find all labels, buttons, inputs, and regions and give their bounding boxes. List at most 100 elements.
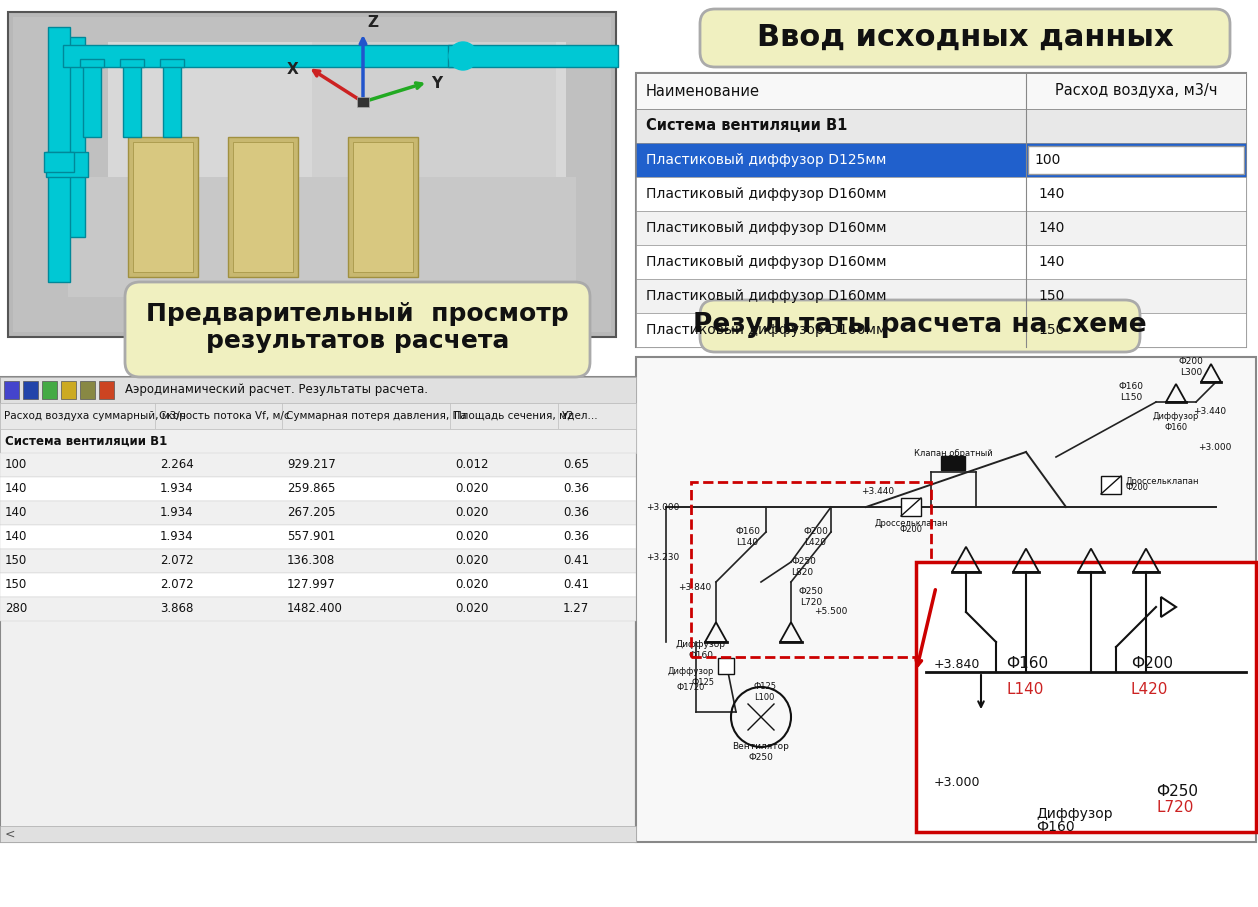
Text: 140: 140 (5, 483, 28, 495)
Bar (0, 403, 155, 429)
Text: Дроссельклапан: Дроссельклапан (1126, 477, 1199, 486)
Text: Z: Z (367, 15, 377, 30)
Text: Ф250
L720: Ф250 L720 (799, 588, 824, 607)
Text: +3.000: +3.000 (933, 775, 980, 788)
Text: L140: L140 (1006, 682, 1043, 697)
Text: 0.012: 0.012 (455, 459, 488, 472)
Text: +3.000: +3.000 (1198, 443, 1232, 452)
Bar (0, 477, 637, 501)
Text: Дроссельклапан: Дроссельклапан (874, 520, 947, 529)
Bar (23, 381, 38, 399)
Text: 100: 100 (1034, 153, 1060, 167)
Text: Аэродинамический расчет. Результаты расчета.: Аэродинамический расчет. Результаты расч… (125, 384, 428, 396)
Bar (81, 381, 96, 399)
Text: 0.36: 0.36 (564, 506, 589, 520)
Text: Ф160
L140: Ф160 L140 (736, 527, 761, 547)
Bar (0, 549, 637, 573)
Text: +3.000: +3.000 (647, 502, 679, 512)
Text: 3.868: 3.868 (160, 602, 194, 616)
Text: Пластиковый диффузор D125мм: Пластиковый диффузор D125мм (647, 153, 887, 167)
Text: 150: 150 (1038, 289, 1064, 303)
Text: Система вентиляции В1: Система вентиляции В1 (647, 119, 848, 133)
Bar (155, 403, 282, 429)
Circle shape (449, 42, 477, 70)
Bar (450, 403, 559, 429)
Text: 0.020: 0.020 (455, 554, 488, 568)
FancyBboxPatch shape (699, 300, 1140, 352)
Text: 557.901: 557.901 (287, 531, 336, 543)
Bar (637, 177, 1245, 211)
Text: 0.020: 0.020 (455, 579, 488, 591)
Bar (68, 177, 576, 297)
Bar (637, 73, 1245, 347)
Bar (0, 573, 637, 597)
Text: 0.41: 0.41 (564, 554, 589, 568)
Text: Ф160: Ф160 (1037, 820, 1074, 834)
Text: 0.020: 0.020 (455, 506, 488, 520)
Text: Пластиковый диффузор D160мм: Пластиковый диффузор D160мм (647, 323, 887, 337)
Bar (42, 381, 57, 399)
Bar (312, 42, 556, 287)
Text: 1.934: 1.934 (160, 531, 194, 543)
Text: L420: L420 (1131, 682, 1169, 697)
Text: Клапан обратный: Клапан обратный (913, 450, 993, 459)
Text: Ф200
L420: Ф200 L420 (804, 527, 829, 547)
Text: Диффузор
Ф160: Диффузор Ф160 (1152, 413, 1199, 432)
Bar (637, 211, 1245, 245)
Bar (81, 59, 104, 67)
Bar (0, 453, 637, 477)
Bar (353, 142, 413, 272)
Text: 0.020: 0.020 (455, 531, 488, 543)
Text: 1.934: 1.934 (160, 483, 194, 495)
Text: X: X (287, 62, 298, 76)
Bar (120, 59, 143, 67)
Text: Ф160: Ф160 (1006, 657, 1048, 671)
Text: Диффузор: Диффузор (1037, 807, 1112, 821)
Bar (48, 27, 70, 167)
Bar (47, 152, 88, 177)
Bar (637, 357, 1255, 842)
Bar (559, 403, 637, 429)
Bar (0, 525, 637, 549)
Text: 140: 140 (1038, 221, 1064, 235)
Text: 0.65: 0.65 (564, 459, 589, 472)
Text: Наименование: Наименование (647, 83, 760, 99)
Text: 0.020: 0.020 (455, 483, 488, 495)
Text: Суммарная потеря давления, Па: Суммарная потеря давления, Па (286, 411, 467, 421)
Text: 259.865: 259.865 (287, 483, 336, 495)
FancyBboxPatch shape (125, 282, 590, 377)
Bar (1101, 476, 1121, 494)
Text: 150: 150 (1038, 323, 1064, 337)
Bar (448, 45, 618, 67)
Bar (357, 97, 369, 107)
Text: +3.840: +3.840 (678, 582, 711, 591)
Bar (282, 403, 450, 429)
Text: +3.440: +3.440 (1193, 407, 1227, 416)
FancyBboxPatch shape (699, 9, 1230, 67)
Text: Ф200: Ф200 (899, 524, 922, 533)
Text: Ввод исходных данных: Ввод исходных данных (757, 23, 1174, 52)
Bar (233, 142, 293, 272)
Text: 1.27: 1.27 (564, 602, 589, 616)
Text: +3.440: +3.440 (860, 487, 894, 496)
Bar (48, 162, 70, 282)
Bar (637, 313, 1245, 347)
Text: Предварительный  просмотр
результатов расчета: Предварительный просмотр результатов рас… (146, 302, 569, 354)
Text: 2.264: 2.264 (160, 459, 194, 472)
Bar (637, 73, 1245, 109)
Text: Скорость потока Vf, м/с: Скорость потока Vf, м/с (159, 411, 289, 421)
Text: +5.500: +5.500 (814, 608, 848, 617)
Text: Диффузор
Ф160: Диффузор Ф160 (676, 640, 726, 659)
Text: 100: 100 (5, 459, 28, 472)
Bar (128, 137, 198, 277)
Bar (0, 429, 637, 453)
Bar (718, 658, 733, 674)
Bar (0, 501, 637, 525)
Bar (83, 62, 101, 137)
Text: Пластиковый диффузор D160мм: Пластиковый диффузор D160мм (647, 255, 887, 269)
Text: 140: 140 (1038, 255, 1064, 269)
Bar (637, 245, 1245, 279)
Text: 0.020: 0.020 (455, 602, 488, 616)
Text: 0.36: 0.36 (564, 483, 589, 495)
Bar (108, 42, 566, 287)
